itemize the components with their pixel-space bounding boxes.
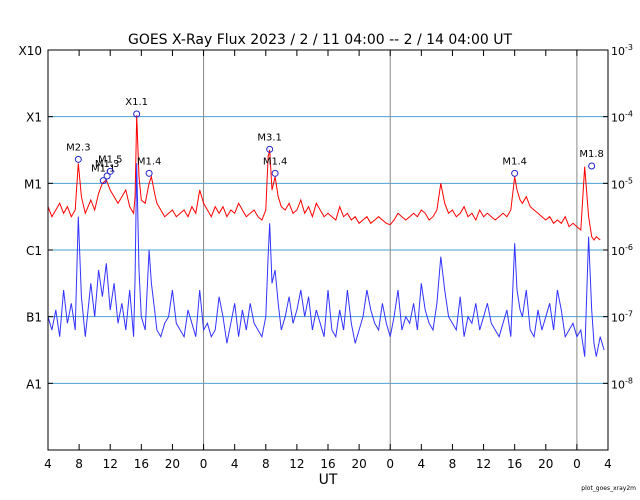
flare-label: M2.3 xyxy=(66,142,91,153)
x-tick-label: 4 xyxy=(44,457,52,471)
x-tick-label: 12 xyxy=(103,457,118,471)
flare-class-label: X1 xyxy=(26,111,42,125)
axis-layer: 4 8 12 16 20 0 4 8 12 16 20 0 4 8 12 16 20 0 4 X10 X1 M1 C1 B1 A… xyxy=(19,43,633,471)
flare-label: M1.4 xyxy=(137,156,162,167)
flare-marker xyxy=(266,145,274,153)
x-tick-label: 4 xyxy=(231,457,239,471)
flare-label: M1.8 xyxy=(579,149,604,160)
x-tick-label: 12 xyxy=(289,457,304,471)
x-axis-label: UT xyxy=(319,472,338,488)
x-tick-label: 16 xyxy=(134,457,149,471)
flare-label: M1.4 xyxy=(263,156,288,167)
flare-marker xyxy=(106,167,114,175)
x-tick-label: 4 xyxy=(604,457,612,471)
chart-title: GOES X-Ray Flux 2023 / 2 / 11 04:00 -- 2… xyxy=(128,32,512,48)
x-tick-label: 0 xyxy=(573,457,581,471)
flare-class-label: C1 xyxy=(26,244,42,258)
flare-class-label: A1 xyxy=(26,377,42,391)
flux-tick-label: 10-3 xyxy=(611,43,633,58)
flare-label: M1.4 xyxy=(502,156,527,167)
flux-tick-label: 10-5 xyxy=(611,176,633,191)
series-short-line xyxy=(47,163,605,357)
x-tick-label: 4 xyxy=(418,457,426,471)
flux-tick-label: 10-6 xyxy=(611,243,633,258)
series-layer xyxy=(47,115,605,357)
flux-tick-label: 10-8 xyxy=(611,376,633,391)
series-long-line xyxy=(47,115,601,241)
x-tick-label: 12 xyxy=(476,457,491,471)
flare-marker xyxy=(133,110,141,118)
flare-marker-layer: M2.3M1.1M1.3M1.5 X1.1 M1.4 M3.1 M1.4 M1.4 M1.8 xyxy=(66,97,604,185)
flare-class-label: M1 xyxy=(24,177,42,191)
x-tick-label: 16 xyxy=(507,457,522,471)
footer-note: plot_goes_xray2m xyxy=(581,485,636,492)
flare-marker xyxy=(74,155,82,163)
x-tick-label: 8 xyxy=(262,457,270,471)
grid-layer xyxy=(48,50,608,450)
x-tick-label: 20 xyxy=(351,457,366,471)
flare-marker xyxy=(511,169,519,177)
x-tick-label: 20 xyxy=(538,457,553,471)
flare-label: M1.3 xyxy=(95,159,120,170)
flare-label: M1.1 xyxy=(91,164,116,175)
flux-tick-label: 10-4 xyxy=(611,110,633,125)
flare-label: X1.1 xyxy=(125,97,148,108)
flare-class-label: X10 xyxy=(19,44,43,58)
flare-marker xyxy=(103,172,111,180)
flare-marker xyxy=(99,177,107,185)
flare-marker xyxy=(271,169,279,177)
x-tick-label: 8 xyxy=(449,457,457,471)
x-tick-label: 0 xyxy=(386,457,394,471)
flare-label: M3.1 xyxy=(257,132,282,143)
flare-class-label: B1 xyxy=(26,311,42,325)
x-tick-label: 0 xyxy=(200,457,208,471)
x-tick-label: 16 xyxy=(320,457,335,471)
flux-tick-label: 10-7 xyxy=(611,310,633,325)
flare-marker xyxy=(588,162,596,170)
x-tick-label: 20 xyxy=(165,457,180,471)
flare-marker xyxy=(145,169,153,177)
x-tick-label: 8 xyxy=(75,457,83,471)
flare-label: M1.5 xyxy=(98,154,123,165)
